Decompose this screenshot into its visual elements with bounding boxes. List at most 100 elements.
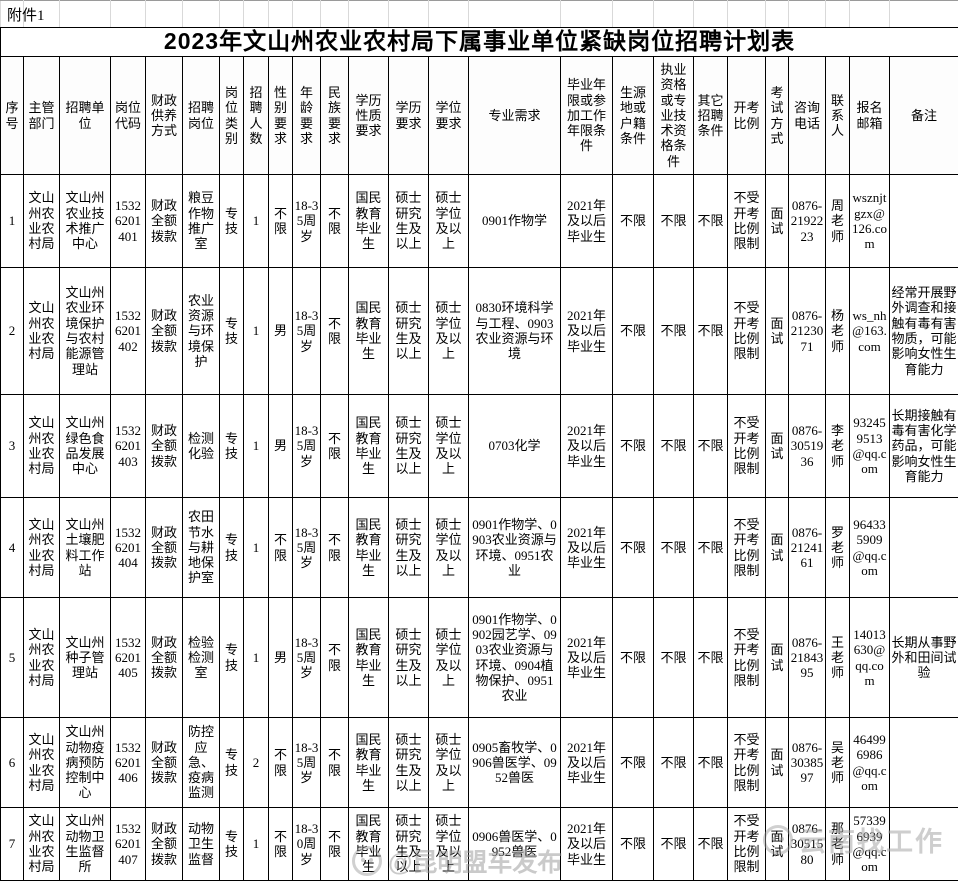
table-cell: 文山州农业农村局 [23,807,60,881]
page-title: 2023年文山州农业农村局下属事业单位紧缺岗位招聘计划表 [0,27,958,57]
table-cell: 15326201405 [110,597,146,718]
table-cell: 财政全额拨款 [145,497,183,598]
table-cell: 吴老师 [825,717,850,808]
gridline-strip-cell [765,0,789,28]
gridline-strip-cell [320,0,349,28]
gridline-strip-cell [292,0,321,28]
gridline-strip-cell [59,0,111,28]
gridline-strip-row [0,0,958,28]
table-cell: 硕士研究生及以上 [388,497,429,598]
serial-cell: 2 [0,267,24,395]
gridline-strip-cell [727,0,766,28]
table-cell: 18-30周岁 [292,807,321,881]
table-cell: 0876-2123071 [788,267,826,395]
table-cell: 2021年及以后毕业生 [560,267,613,395]
table-cell: 硕士学位及以上 [428,174,469,268]
table-cell: 0901作物学、0903农业资源与环境、0951农业 [468,497,561,598]
table-row: 4 文山州农业农村局 文山州土壤肥料工作站 15326201404 财政全额拨款 农田节水… [0,497,958,598]
table-cell: 不限 [320,717,349,808]
column-header: 招聘人数 [243,56,269,175]
table-cell: 不限 [268,717,293,808]
table-cell: 硕士研究生及以上 [388,394,429,498]
table-cell: 国民教育毕业生 [348,497,389,598]
table-cell: 2021年及以后毕业生 [560,807,613,881]
table-cell: 防控应急、疫病监测 [182,717,220,808]
table-cell: 长期从事野外和田间试验 [889,597,958,718]
gridline-strip-cell [612,0,654,28]
table-cell: 不限 [693,497,728,598]
table-cell: 不限 [693,717,728,808]
column-header: 民族要求 [320,56,349,175]
table-cell: 2021年及以后毕业生 [560,597,613,718]
table-cell: 0876-2124161 [788,497,826,598]
table-cell: 面试 [765,174,789,268]
table-cell: 专技 [219,717,244,808]
table-cell: 文山州农业农村局 [23,597,60,718]
table-cell: 2021年及以后毕业生 [560,174,613,268]
column-header: 招聘单位 [59,56,111,175]
table-cell: 不限 [268,174,293,268]
column-header: 开考比例 [727,56,766,175]
gridline-strip-cell [653,0,694,28]
table-cell: 15326201404 [110,497,146,598]
table-cell: 男 [268,597,293,718]
table-cell: 0876-3038597 [788,717,826,808]
table-cell: 不受开考比例限制 [727,267,766,395]
table-cell: 硕士研究生及以上 [388,267,429,395]
table-cell: 动物卫生监督 [182,807,220,881]
table-cell: 不受开考比例限制 [727,717,766,808]
table-cell: 1 [243,497,269,598]
column-header: 考试方式 [765,56,789,175]
table-cell: 0876-3051936 [788,394,826,498]
gridline-strip-cell [788,0,826,28]
table-cell: 农田节水与耕地保护室 [182,497,220,598]
table-cell: 不限 [653,267,694,395]
table-cell: wsznjtgzx@126.com [849,174,890,268]
column-header: 年龄要求 [292,56,321,175]
table-cell: 专技 [219,267,244,395]
table-cell: 文山州绿色食品发展中心 [59,394,111,498]
table-cell: 18-35周岁 [292,174,321,268]
column-header: 性别要求 [268,56,293,175]
table-cell: 财政全额拨款 [145,174,183,268]
gridline-strip-cell [693,0,728,28]
gridline-strip-cell [110,0,146,28]
table-cell: 不限 [320,394,349,498]
table-cell: 国民教育毕业生 [348,717,389,808]
table-cell: 文山州农业农村局 [23,174,60,268]
table-cell: 硕士学位及以上 [428,717,469,808]
table-cell: 文山州农业环境保护与农村能源管理站 [59,267,111,395]
table-cell: 男 [268,267,293,395]
table-row: 3 文山州农业农村局 文山州绿色食品发展中心 15326201403 财政全额拨款 检测化… [0,394,958,498]
column-header: 序号 [0,56,24,175]
column-header: 岗位类别 [219,56,244,175]
table-cell: 0876-2192223 [788,174,826,268]
table-cell: 男 [268,394,293,498]
table-cell: 不限 [612,717,654,808]
table-cell: 1 [243,267,269,395]
table-cell: 15326201402 [110,267,146,395]
table-cell: 文山州土壤肥料工作站 [59,497,111,598]
table-cell: 不限 [612,267,654,395]
table-cell: 0901作物学 [468,174,561,268]
table-cell: 检验检测室 [182,597,220,718]
table-cell: 不限 [693,597,728,718]
table-cell: 1 [243,394,269,498]
table-cell: 硕士学位及以上 [428,597,469,718]
table-cell: 李老师 [825,394,850,498]
table-cell: 0703化学 [468,394,561,498]
table-row: 2 文山州农业农村局 文山州农业环境保护与农村能源管理站 15326201402 财政全… [0,267,958,395]
table-cell [889,497,958,598]
table-cell: 王老师 [825,597,850,718]
gridline-strip-cell [889,0,958,28]
table-cell: 18-35周岁 [292,717,321,808]
table-cell: 不受开考比例限制 [727,597,766,718]
table-cell: 18-35周岁 [292,497,321,598]
table-cell: 不受开考比例限制 [727,174,766,268]
table-cell: 面试 [765,394,789,498]
serial-cell: 5 [0,597,24,718]
table-cell: 15326201406 [110,717,146,808]
table-cell: 不受开考比例限制 [727,807,766,881]
